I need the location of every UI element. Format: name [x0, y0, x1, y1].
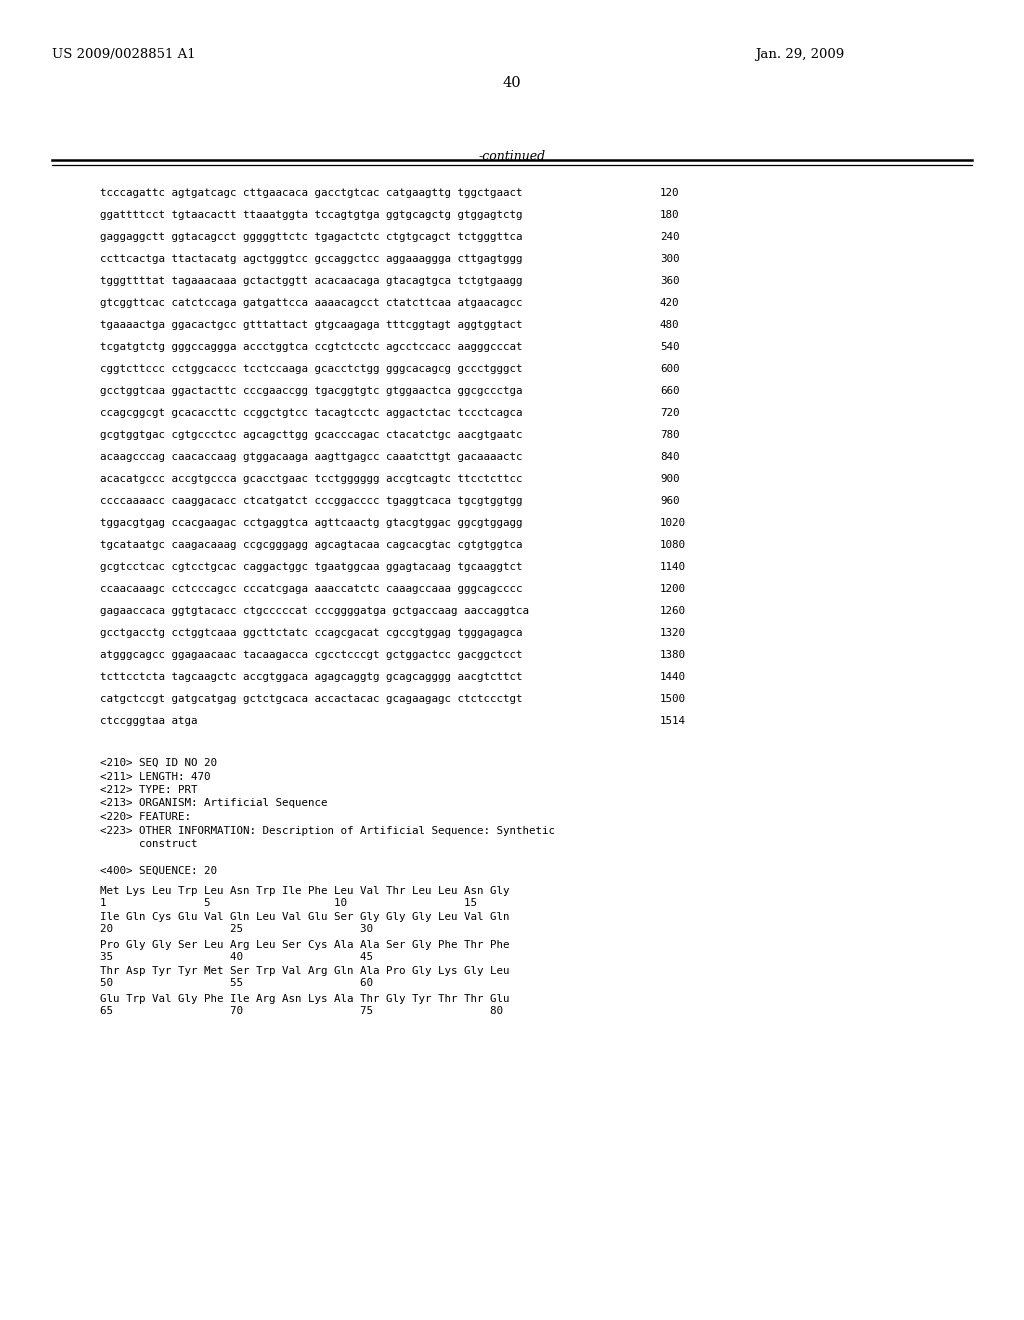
Text: ctccgggtaa atga: ctccgggtaa atga — [100, 715, 198, 726]
Text: 540: 540 — [660, 342, 680, 352]
Text: tcttcctcta tagcaagctc accgtggaca agagcaggtg gcagcagggg aacgtcttct: tcttcctcta tagcaagctc accgtggaca agagcag… — [100, 672, 522, 682]
Text: gcgtggtgac cgtgccctcc agcagcttgg gcacccagac ctacatctgc aacgtgaatc: gcgtggtgac cgtgccctcc agcagcttgg gcaccca… — [100, 430, 522, 440]
Text: 120: 120 — [660, 187, 680, 198]
Text: 780: 780 — [660, 430, 680, 440]
Text: ccagcggcgt gcacaccttc ccggctgtcc tacagtcctc aggactctac tccctcagca: ccagcggcgt gcacaccttc ccggctgtcc tacagtc… — [100, 408, 522, 418]
Text: 1020: 1020 — [660, 517, 686, 528]
Text: 900: 900 — [660, 474, 680, 484]
Text: ccccaaaacc caaggacacc ctcatgatct cccggacccc tgaggtcaca tgcgtggtgg: ccccaaaacc caaggacacc ctcatgatct cccggac… — [100, 496, 522, 506]
Text: gcctggtcaa ggactacttc cccgaaccgg tgacggtgtc gtggaactca ggcgccctga: gcctggtcaa ggactacttc cccgaaccgg tgacggt… — [100, 385, 522, 396]
Text: Pro Gly Gly Ser Leu Arg Leu Ser Cys Ala Ala Ser Gly Phe Thr Phe: Pro Gly Gly Ser Leu Arg Leu Ser Cys Ala … — [100, 940, 510, 949]
Text: <223> OTHER INFORMATION: Description of Artificial Sequence: Synthetic: <223> OTHER INFORMATION: Description of … — [100, 825, 555, 836]
Text: 420: 420 — [660, 298, 680, 308]
Text: 1514: 1514 — [660, 715, 686, 726]
Text: gcgtcctcac cgtcctgcac caggactggc tgaatggcaa ggagtacaag tgcaaggtct: gcgtcctcac cgtcctgcac caggactggc tgaatgg… — [100, 562, 522, 572]
Text: atgggcagcc ggagaacaac tacaagacca cgcctcccgt gctggactcc gacggctcct: atgggcagcc ggagaacaac tacaagacca cgcctcc… — [100, 649, 522, 660]
Text: tcccagattc agtgatcagc cttgaacaca gacctgtcac catgaagttg tggctgaact: tcccagattc agtgatcagc cttgaacaca gacctgt… — [100, 187, 522, 198]
Text: 660: 660 — [660, 385, 680, 396]
Text: <210> SEQ ID NO 20: <210> SEQ ID NO 20 — [100, 758, 217, 768]
Text: Glu Trp Val Gly Phe Ile Arg Asn Lys Ala Thr Gly Tyr Thr Thr Glu: Glu Trp Val Gly Phe Ile Arg Asn Lys Ala … — [100, 994, 510, 1003]
Text: 1080: 1080 — [660, 540, 686, 550]
Text: -continued: -continued — [478, 150, 546, 162]
Text: acacatgccc accgtgccca gcacctgaac tcctgggggg accgtcagtc ttcctcttcc: acacatgccc accgtgccca gcacctgaac tcctggg… — [100, 474, 522, 484]
Text: 1               5                   10                  15: 1 5 10 15 — [100, 898, 477, 908]
Text: cggtcttccc cctggcaccc tcctccaaga gcacctctgg gggcacagcg gccctgggct: cggtcttccc cctggcaccc tcctccaaga gcacctc… — [100, 364, 522, 374]
Text: 720: 720 — [660, 408, 680, 418]
Text: 50                  55                  60: 50 55 60 — [100, 978, 373, 989]
Text: Ile Gln Cys Glu Val Gln Leu Val Glu Ser Gly Gly Gly Leu Val Gln: Ile Gln Cys Glu Val Gln Leu Val Glu Ser … — [100, 912, 510, 923]
Text: ggattttcct tgtaacactt ttaaatggta tccagtgtga ggtgcagctg gtggagtctg: ggattttcct tgtaacactt ttaaatggta tccagtg… — [100, 210, 522, 220]
Text: catgctccgt gatgcatgag gctctgcaca accactacac gcagaagagc ctctccctgt: catgctccgt gatgcatgag gctctgcaca accacta… — [100, 694, 522, 704]
Text: gtcggttcac catctccaga gatgattcca aaaacagcct ctatcttcaa atgaacagcc: gtcggttcac catctccaga gatgattcca aaaacag… — [100, 298, 522, 308]
Text: gagaaccaca ggtgtacacc ctgcccccat cccggggatga gctgaccaag aaccaggtca: gagaaccaca ggtgtacacc ctgcccccat cccgggg… — [100, 606, 529, 616]
Text: gcctgacctg cctggtcaaa ggcttctatc ccagcgacat cgccgtggag tgggagagca: gcctgacctg cctggtcaaa ggcttctatc ccagcga… — [100, 628, 522, 638]
Text: tggacgtgag ccacgaagac cctgaggtca agttcaactg gtacgtggac ggcgtggagg: tggacgtgag ccacgaagac cctgaggtca agttcaa… — [100, 517, 522, 528]
Text: 65                  70                  75                  80: 65 70 75 80 — [100, 1006, 503, 1015]
Text: 480: 480 — [660, 319, 680, 330]
Text: 840: 840 — [660, 451, 680, 462]
Text: 20                  25                  30: 20 25 30 — [100, 924, 373, 935]
Text: 960: 960 — [660, 496, 680, 506]
Text: <213> ORGANISM: Artificial Sequence: <213> ORGANISM: Artificial Sequence — [100, 799, 328, 808]
Text: 360: 360 — [660, 276, 680, 286]
Text: 600: 600 — [660, 364, 680, 374]
Text: 240: 240 — [660, 232, 680, 242]
Text: ccaacaaagc cctcccagcc cccatcgaga aaaccatctc caaagccaaa gggcagcccc: ccaacaaagc cctcccagcc cccatcgaga aaaccat… — [100, 583, 522, 594]
Text: 1140: 1140 — [660, 562, 686, 572]
Text: tgcataatgc caagacaaag ccgcgggagg agcagtacaa cagcacgtac cgtgtggtca: tgcataatgc caagacaaag ccgcgggagg agcagta… — [100, 540, 522, 550]
Text: acaagcccag caacaccaag gtggacaaga aagttgagcc caaatcttgt gacaaaactc: acaagcccag caacaccaag gtggacaaga aagttga… — [100, 451, 522, 462]
Text: tgaaaactga ggacactgcc gtttattact gtgcaagaga tttcggtagt aggtggtact: tgaaaactga ggacactgcc gtttattact gtgcaag… — [100, 319, 522, 330]
Text: 1320: 1320 — [660, 628, 686, 638]
Text: 1260: 1260 — [660, 606, 686, 616]
Text: ccttcactga ttactacatg agctgggtcc gccaggctcc aggaaaggga cttgagtggg: ccttcactga ttactacatg agctgggtcc gccaggc… — [100, 253, 522, 264]
Text: tcgatgtctg gggccaggga accctggtca ccgtctcctc agcctccacc aagggcccat: tcgatgtctg gggccaggga accctggtca ccgtctc… — [100, 342, 522, 352]
Text: 1440: 1440 — [660, 672, 686, 682]
Text: Jan. 29, 2009: Jan. 29, 2009 — [755, 48, 844, 61]
Text: 1500: 1500 — [660, 694, 686, 704]
Text: 300: 300 — [660, 253, 680, 264]
Text: 35                  40                  45: 35 40 45 — [100, 952, 373, 961]
Text: gaggaggctt ggtacagcct gggggttctc tgagactctc ctgtgcagct tctgggttca: gaggaggctt ggtacagcct gggggttctc tgagact… — [100, 232, 522, 242]
Text: <400> SEQUENCE: 20: <400> SEQUENCE: 20 — [100, 866, 217, 875]
Text: 1200: 1200 — [660, 583, 686, 594]
Text: tgggttttat tagaaacaaa gctactggtt acacaacaga gtacagtgca tctgtgaagg: tgggttttat tagaaacaaa gctactggtt acacaac… — [100, 276, 522, 286]
Text: construct: construct — [100, 840, 198, 849]
Text: <211> LENGTH: 470: <211> LENGTH: 470 — [100, 771, 211, 781]
Text: 1380: 1380 — [660, 649, 686, 660]
Text: Thr Asp Tyr Tyr Met Ser Trp Val Arg Gln Ala Pro Gly Lys Gly Leu: Thr Asp Tyr Tyr Met Ser Trp Val Arg Gln … — [100, 966, 510, 977]
Text: 40: 40 — [503, 77, 521, 90]
Text: 180: 180 — [660, 210, 680, 220]
Text: <212> TYPE: PRT: <212> TYPE: PRT — [100, 785, 198, 795]
Text: Met Lys Leu Trp Leu Asn Trp Ile Phe Leu Val Thr Leu Leu Asn Gly: Met Lys Leu Trp Leu Asn Trp Ile Phe Leu … — [100, 886, 510, 895]
Text: <220> FEATURE:: <220> FEATURE: — [100, 812, 191, 822]
Text: US 2009/0028851 A1: US 2009/0028851 A1 — [52, 48, 196, 61]
